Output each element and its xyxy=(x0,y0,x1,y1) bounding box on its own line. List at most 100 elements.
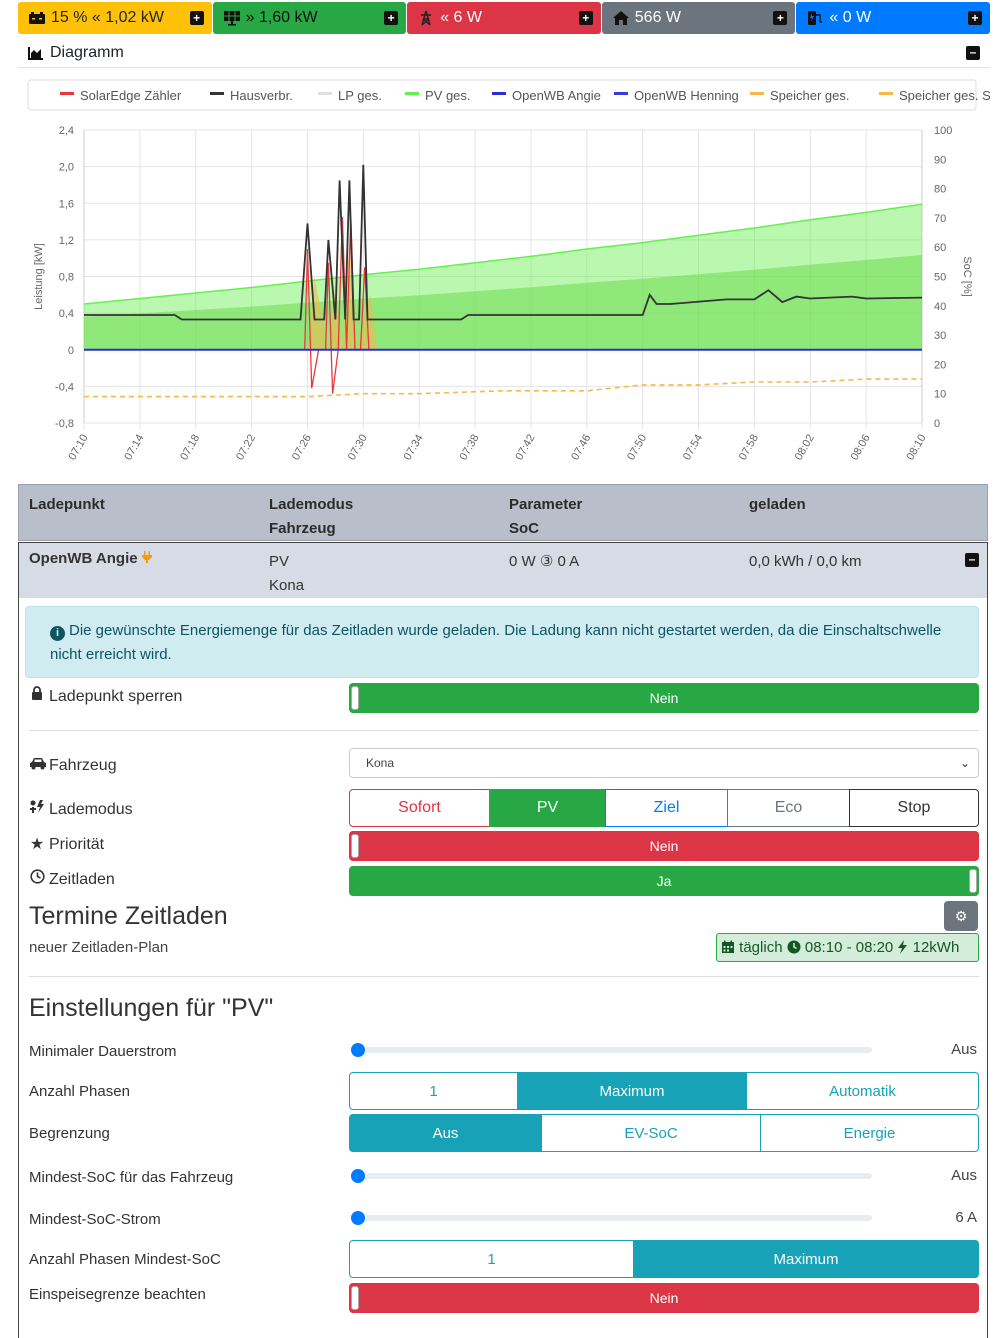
toggle-knob xyxy=(351,834,359,858)
y-right-tick-label: 100 xyxy=(934,125,952,137)
lock-toggle[interactable]: Nein xyxy=(349,683,979,713)
plan-energy: 12kWh xyxy=(912,939,960,956)
mode-ziel-button[interactable]: Ziel xyxy=(605,789,728,827)
mode-pv-button[interactable]: PV xyxy=(489,789,606,827)
y-right-tick-label: 20 xyxy=(934,359,946,371)
lock-label-row: Ladepunkt sperren xyxy=(29,686,182,706)
min-soc-phases-maximum-button[interactable]: Maximum xyxy=(633,1240,979,1278)
phases-automatik-button[interactable]: Automatik xyxy=(746,1072,979,1110)
limit-energie-button[interactable]: Energie xyxy=(760,1114,979,1152)
y-right-tick-label: 50 xyxy=(934,272,946,284)
limit-label: Begrenzung xyxy=(29,1125,110,1142)
timed-plan-name: neuer Zeitladen-Plan xyxy=(29,939,169,956)
battery-status[interactable]: 15 % « 1,02 kW + xyxy=(18,2,212,34)
charging-station-icon xyxy=(808,11,823,25)
chargepoint-name-wrap: OpenWB Angie xyxy=(29,550,152,567)
timed-section-title: Termine Zeitladen xyxy=(29,902,228,930)
limit-aus-button[interactable]: Aus xyxy=(349,1114,542,1152)
collapse-icon[interactable]: – xyxy=(965,553,979,567)
legend-label: OpenWB Angie xyxy=(512,88,601,103)
plus-square-icon[interactable]: + xyxy=(384,11,399,25)
x-tick-label: 07:54 xyxy=(681,433,705,463)
alert-text: Die gewünschte Energiemenge für das Zeit… xyxy=(50,622,942,663)
y-left-tick-label: 0,4 xyxy=(59,308,74,320)
feed-in-label: Einspeisegrenze beachten xyxy=(29,1286,206,1303)
phases-maximum-button[interactable]: Maximum xyxy=(517,1072,747,1110)
min-soc-current-slider[interactable] xyxy=(351,1211,872,1225)
y-right-tick-label: 80 xyxy=(934,184,946,196)
x-tick-label: 08:02 xyxy=(793,433,817,463)
feed-in-toggle[interactable]: Nein xyxy=(349,1283,979,1313)
chevron-down-icon: ⌄ xyxy=(959,756,970,770)
slider-thumb[interactable] xyxy=(351,1211,365,1225)
mode-sofort-button[interactable]: Sofort xyxy=(349,789,490,827)
x-tick-label: 07:46 xyxy=(569,433,593,463)
plus-square-icon[interactable]: + xyxy=(578,11,593,25)
legend-label: SolarEdge Zähler xyxy=(80,88,182,103)
settings-button[interactable]: ⚙ xyxy=(944,901,978,931)
x-tick-label: 07:14 xyxy=(122,433,146,463)
min-soc-value: Aus xyxy=(951,1167,977,1184)
vehicle-select-value: Kona xyxy=(366,756,395,770)
power-pylon-icon xyxy=(421,10,432,26)
min-soc-label: Mindest-SoC für das Fahrzeug xyxy=(29,1169,234,1186)
chargepoint-row[interactable]: OpenWB Angie PV Kona 0 W ③ 0 A 0,0 kWh /… xyxy=(18,542,988,598)
diagram-header[interactable]: Diagramm – xyxy=(18,38,990,68)
mode-stop-button[interactable]: Stop xyxy=(849,789,979,827)
plan-frequency: täglich xyxy=(739,939,783,956)
x-tick-label: 07:38 xyxy=(458,433,482,463)
car-icon xyxy=(29,757,46,775)
legend-swatch xyxy=(60,92,74,95)
slider-thumb[interactable] xyxy=(351,1043,365,1057)
chargepoints-value: « 0 W xyxy=(829,9,872,26)
timed-plan-badge[interactable]: täglich 08:10 - 08:20 12kWh xyxy=(716,933,979,962)
chargepoints-status[interactable]: « 0 W + xyxy=(796,2,990,34)
header-parameter: Parameter xyxy=(509,496,583,513)
y-right-tick-label: 40 xyxy=(934,301,946,313)
plus-square-icon[interactable]: + xyxy=(967,11,982,25)
min-soc-slider[interactable] xyxy=(351,1169,872,1183)
x-tick-label: 07:34 xyxy=(402,433,426,463)
collapse-icon[interactable]: – xyxy=(966,45,980,60)
priority-label-row: ★ Priorität xyxy=(29,834,104,854)
limit-button-group: Aus EV-SoC Energie xyxy=(349,1114,979,1152)
chargepoint-details: i Die gewünschte Energiemenge für das Zei… xyxy=(18,598,988,1338)
toggle-knob xyxy=(351,686,359,710)
limit-ev-soc-button[interactable]: EV-SoC xyxy=(541,1114,761,1152)
toggle-knob xyxy=(351,1286,359,1310)
legend-label: Speicher ges. SoC xyxy=(899,88,990,103)
plus-square-icon[interactable]: + xyxy=(189,11,204,25)
mode-eco-button[interactable]: Eco xyxy=(727,789,850,827)
timed-toggle[interactable]: Ja xyxy=(349,866,979,896)
y-left-tick-label: -0,4 xyxy=(55,381,74,393)
mode-label-row: Lademodus xyxy=(29,799,133,819)
y-left-tick-label: 0,8 xyxy=(59,272,74,284)
house-status[interactable]: 566 W + xyxy=(601,2,796,34)
chargepoint-name: OpenWB Angie xyxy=(29,550,138,567)
min-current-slider[interactable] xyxy=(351,1043,872,1057)
x-tick-label: 07:26 xyxy=(290,433,314,463)
min-soc-phases-label: Anzahl Phasen Mindest-SoC xyxy=(29,1251,221,1268)
chargepoint-table-header: Ladepunkt Lademodus Fahrzeug Parameter S… xyxy=(18,484,988,541)
min-soc-phases-1-button[interactable]: 1 xyxy=(349,1240,634,1278)
min-soc-current-value: 6 A xyxy=(955,1209,977,1226)
vehicle-select[interactable]: Kona ⌄ xyxy=(349,748,979,778)
phases-1-button[interactable]: 1 xyxy=(349,1072,518,1110)
chargepoint-params: 0 W ③ 0 A xyxy=(509,553,580,570)
y-left-tick-label: 1,6 xyxy=(59,198,74,210)
x-tick-label: 08:06 xyxy=(849,433,873,463)
plus-square-icon[interactable]: + xyxy=(773,11,788,25)
diagram-title: Diagramm xyxy=(50,43,124,61)
y-right-axis-label: SoC [%] xyxy=(961,256,973,296)
mode-button-group: Sofort PV Ziel Eco Stop xyxy=(349,789,979,827)
bolt-icon xyxy=(897,939,908,956)
slider-thumb[interactable] xyxy=(351,1169,365,1183)
grid-status[interactable]: « 6 W + xyxy=(407,2,601,34)
y-right-tick-label: 0 xyxy=(934,418,940,430)
priority-toggle[interactable]: Nein xyxy=(349,831,979,861)
phases-label: Anzahl Phasen xyxy=(29,1083,130,1100)
legend-swatch xyxy=(210,92,224,95)
divider xyxy=(29,730,979,731)
pv-status[interactable]: » 1,60 kW + xyxy=(212,2,407,34)
y-right-tick-label: 60 xyxy=(934,242,946,254)
